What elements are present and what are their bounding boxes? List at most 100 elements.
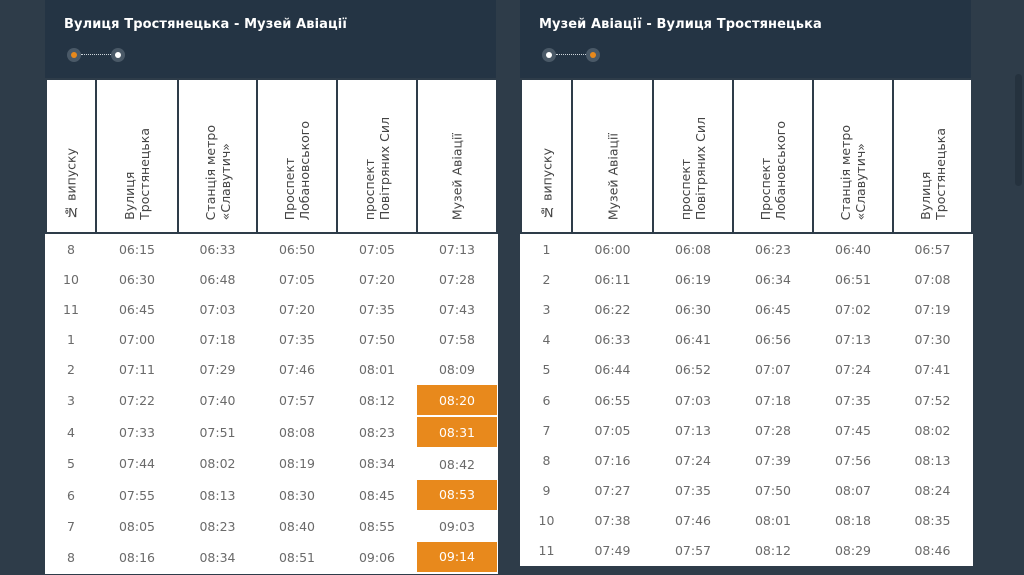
time-cell: 08:08 xyxy=(278,424,316,440)
time-cell: 07:50 xyxy=(358,332,396,348)
release-number-cell: 3 xyxy=(542,301,551,317)
time-cell: 07:13 xyxy=(438,241,476,257)
table-row: 11 06:45 07:03 07:20 07:35 07:43 xyxy=(46,294,497,324)
release-number-cell: 2 xyxy=(67,362,75,378)
time-cell: 07:00 xyxy=(118,332,156,348)
time-cell: 07:55 xyxy=(118,487,156,503)
panel-title: Вулиця Тростянецька - Музей Авіації xyxy=(64,17,347,32)
column-header: Станція метро «Славутич» xyxy=(812,80,894,234)
schedule-panel-forward: Вулиця Тростянецька - Музей Авіації № ви… xyxy=(45,0,498,575)
column-header-label: Проспект Лобановського xyxy=(758,120,788,220)
time-cell: 08:40 xyxy=(278,518,316,534)
time-cell: 07:56 xyxy=(834,452,872,468)
time-cell: 06:41 xyxy=(674,332,712,348)
time-cell: 07:39 xyxy=(754,452,792,468)
time-cell: 07:05 xyxy=(278,271,316,287)
table-row: 9 07:27 07:35 07:50 08:07 08:24 xyxy=(521,476,972,506)
column-header: Проспект Лобановського xyxy=(732,80,814,234)
time-cell: 08:02 xyxy=(914,422,951,438)
time-cell: 07:35 xyxy=(278,332,316,348)
column-header-label: Вулиця Тростянецька xyxy=(122,128,152,220)
release-number-cell: 5 xyxy=(542,362,551,378)
time-cell: 08:34 xyxy=(199,549,236,565)
time-cell: 07:07 xyxy=(754,362,792,378)
table-row: 7 07:05 07:13 07:28 07:45 08:02 xyxy=(521,415,972,445)
column-header-label: Вулиця Тростянецька xyxy=(917,128,948,220)
scrollbar[interactable] xyxy=(1015,74,1022,186)
end-dot-icon xyxy=(586,48,600,62)
time-cell: 08:45 xyxy=(358,487,396,503)
time-cell: 06:34 xyxy=(754,271,792,287)
time-cell: 07:57 xyxy=(674,543,712,559)
time-cell: 07:51 xyxy=(199,424,236,440)
time-cell: 07:20 xyxy=(278,301,316,317)
release-number-cell: 1 xyxy=(67,332,75,348)
time-cell: 08:12 xyxy=(754,543,792,559)
table-row: 5 07:44 08:02 08:19 08:34 08:42 xyxy=(46,448,497,479)
release-number-cell: 11 xyxy=(63,301,79,317)
time-cell: 06:33 xyxy=(594,332,631,348)
time-cell: 06:56 xyxy=(754,332,792,348)
time-cell: 09:14 xyxy=(417,541,497,575)
time-cell: 07:08 xyxy=(914,271,951,287)
column-header-label: № випуску xyxy=(539,148,554,220)
column-header-label: Станція метро «Славутич» xyxy=(202,124,233,220)
time-cell: 06:08 xyxy=(674,241,712,257)
time-cell: 08:42 xyxy=(438,456,476,472)
column-header: № випуску xyxy=(45,80,97,234)
release-number-cell: 7 xyxy=(67,518,75,534)
time-cell: 08:53 xyxy=(417,479,497,512)
release-number-cell: 8 xyxy=(67,241,75,257)
time-cell: 06:23 xyxy=(754,241,792,257)
time-cell: 07:05 xyxy=(594,422,631,438)
time-cell: 08:09 xyxy=(438,362,476,378)
panel-header: Музей Авіації - Вулиця Тростянецька xyxy=(520,0,971,78)
time-cell: 07:58 xyxy=(438,332,476,348)
column-header-label: Станція метро «Славутич» xyxy=(838,124,868,220)
time-cell: 08:13 xyxy=(199,487,236,503)
time-cell: 07:30 xyxy=(914,332,951,348)
end-dot-icon xyxy=(111,48,125,62)
column-header-label: проспект Повітряних Сил xyxy=(678,116,708,220)
start-dot-icon xyxy=(67,48,81,62)
column-header: Станція метро «Славутич» xyxy=(177,80,258,234)
time-cell: 06:40 xyxy=(834,241,872,257)
time-cell: 07:24 xyxy=(834,362,872,378)
column-header: Проспект Лобановського xyxy=(256,80,338,234)
column-header: Музей Авіації xyxy=(416,80,498,234)
time-cell: 07:13 xyxy=(674,422,712,438)
route-line xyxy=(81,54,113,55)
release-number-cell: 10 xyxy=(538,513,555,529)
time-cell: 06:44 xyxy=(594,362,631,378)
time-cell: 07:27 xyxy=(594,483,631,499)
table-row: 3 06:22 06:30 06:45 07:02 07:19 xyxy=(521,294,972,324)
time-cell: 07:22 xyxy=(118,393,156,409)
table-row: 4 06:33 06:41 06:56 07:13 07:30 xyxy=(521,325,972,355)
time-cell: 07:29 xyxy=(199,362,236,378)
time-cell: 07:02 xyxy=(834,301,872,317)
release-number-cell: 5 xyxy=(67,456,75,472)
column-header-label: Музей Авіації xyxy=(449,132,465,220)
time-cell: 08:16 xyxy=(118,549,156,565)
time-cell: 08:02 xyxy=(199,456,236,472)
column-header: проспект Повітряних Сил xyxy=(336,80,418,234)
release-number-cell: 3 xyxy=(67,393,75,409)
time-cell: 07:38 xyxy=(594,513,631,529)
time-cell: 06:55 xyxy=(594,392,631,408)
time-cell: 07:41 xyxy=(914,362,951,378)
time-cell: 07:11 xyxy=(118,362,156,378)
time-cell: 06:11 xyxy=(594,271,631,287)
panel-title: Музей Авіації - Вулиця Тростянецька xyxy=(539,17,822,32)
time-cell: 08:30 xyxy=(278,487,316,503)
column-header: Вулиця Тростянецька xyxy=(95,80,179,234)
time-cell: 08:01 xyxy=(754,513,792,529)
time-cell: 07:52 xyxy=(914,392,951,408)
time-cell: 07:46 xyxy=(278,362,316,378)
release-number-cell: 1 xyxy=(542,241,551,257)
start-dot-icon xyxy=(542,48,556,62)
time-cell: 06:45 xyxy=(754,301,792,317)
schedule-panel-return: Музей Авіації - Вулиця Тростянецька № ви… xyxy=(520,0,973,575)
time-cell: 07:35 xyxy=(674,483,712,499)
time-cell: 07:57 xyxy=(278,393,316,409)
time-cell: 08:23 xyxy=(199,518,236,534)
